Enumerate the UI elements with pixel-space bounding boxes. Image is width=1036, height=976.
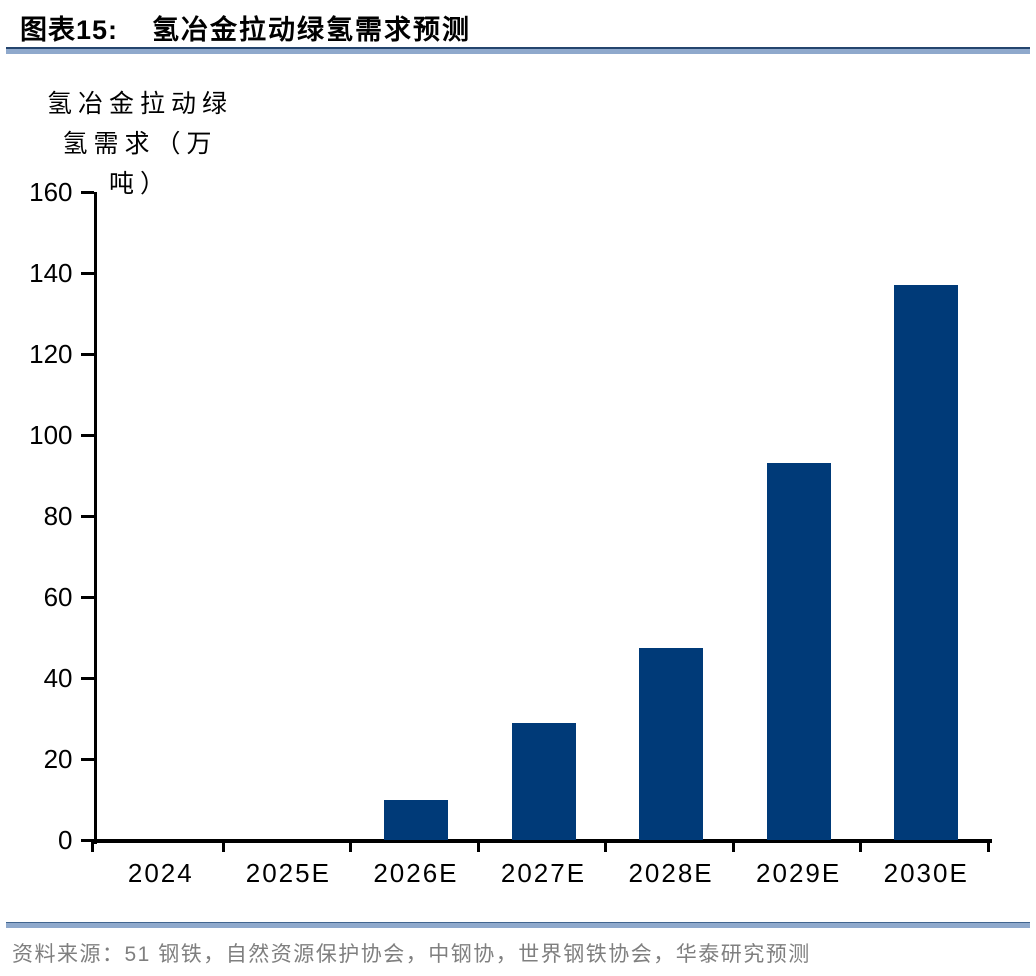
y-tick-mark [80,676,94,680]
x-tick-mark [476,842,480,852]
x-tick-mark [90,842,94,852]
footer-divider [6,922,1030,928]
source-note: 资料来源：51 钢铁，自然资源保护协会，中钢协，世界钢铁协会，华泰研究预测 [12,943,811,966]
bar-2026E [383,799,448,840]
y-tick-label: 160 [29,177,73,207]
bar-2029E [766,463,831,840]
x-tick-label-2027E: 2027E [500,858,587,888]
y-axis-title-line2: 氢需求（万 [62,130,218,158]
x-tick-mark [986,842,990,852]
x-tick-label-2028E: 2028E [628,858,714,888]
y-tick-label: 40 [43,663,73,693]
figure-header: 图表15: 氢冶金拉动绿氢需求预测 [20,8,1028,47]
y-tick-mark [80,595,94,599]
y-tick-mark [80,190,94,194]
x-tick-label-2024: 2024 [127,858,194,888]
y-tick-mark [80,838,94,842]
bar-2028E [639,647,704,840]
y-axis-line [93,192,97,844]
y-tick-label: 80 [43,501,73,531]
y-tick-mark [80,271,94,275]
figure-number-label: 图表15: [20,15,119,45]
y-tick-label: 60 [43,582,73,612]
x-tick-mark [731,842,735,852]
bar-2030E [894,285,959,840]
x-tick-mark [604,842,608,852]
y-tick-mark [80,757,94,761]
y-axis-title-line3: 吨） [108,170,171,198]
x-tick-label-2029E: 2029E [756,858,842,888]
x-axis-line [93,839,992,843]
y-tick-label: 20 [43,744,73,774]
y-axis-title-line1: 氢冶金拉动绿 [46,90,233,118]
x-tick-mark [859,842,863,852]
x-tick-label-2025E: 2025E [245,858,331,888]
y-tick-mark [80,433,94,437]
y-tick-mark [80,352,94,356]
y-tick-label: 0 [58,825,73,855]
x-tick-mark [221,842,225,852]
x-tick-mark [349,842,353,852]
y-tick-mark [80,514,94,518]
title-divider [6,47,1030,54]
bar-2027E [511,722,576,840]
figure-title: 氢冶金拉动绿氢需求预测 [152,15,472,45]
x-tick-label-2026E: 2026E [373,858,459,888]
y-tick-label: 140 [29,258,73,288]
y-tick-label: 120 [29,339,73,369]
x-tick-label-2030E: 2030E [883,858,969,888]
y-axis-title: 氢冶金拉动绿 氢需求（万 吨） [35,84,245,204]
y-tick-label: 100 [29,420,73,450]
